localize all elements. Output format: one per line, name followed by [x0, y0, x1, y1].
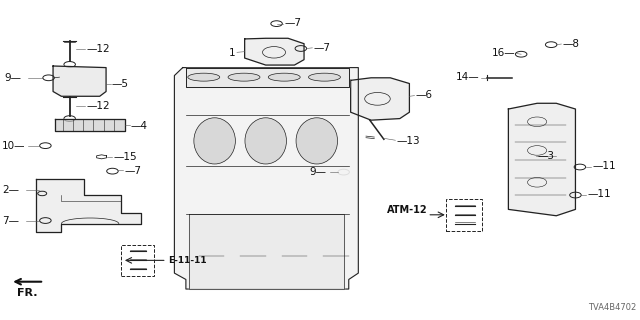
Ellipse shape: [228, 73, 260, 81]
Text: 14—: 14—: [456, 72, 479, 82]
Polygon shape: [351, 78, 410, 120]
Ellipse shape: [194, 118, 236, 164]
Text: —3: —3: [537, 150, 554, 161]
Polygon shape: [55, 119, 125, 131]
Text: —11: —11: [592, 161, 616, 172]
Text: —7: —7: [125, 166, 141, 176]
Polygon shape: [53, 66, 106, 96]
Polygon shape: [186, 68, 349, 87]
Text: —7: —7: [314, 43, 331, 52]
Polygon shape: [189, 214, 344, 289]
Text: 2—: 2—: [2, 185, 19, 195]
Text: 1: 1: [229, 48, 236, 58]
Ellipse shape: [308, 73, 340, 81]
Text: —12: —12: [86, 44, 110, 54]
Ellipse shape: [268, 73, 300, 81]
Text: —8: —8: [563, 39, 580, 49]
Text: —5: —5: [112, 79, 129, 89]
Ellipse shape: [296, 118, 337, 164]
Text: 9—: 9—: [309, 167, 326, 177]
Polygon shape: [244, 38, 304, 65]
Text: —7: —7: [284, 18, 301, 28]
Ellipse shape: [188, 73, 220, 81]
Text: 10—: 10—: [2, 141, 26, 151]
Text: 9—: 9—: [4, 73, 21, 83]
Polygon shape: [174, 68, 358, 289]
Text: —13: —13: [397, 136, 420, 146]
Text: —11: —11: [588, 189, 611, 199]
Polygon shape: [36, 179, 141, 232]
Text: —15: —15: [114, 152, 138, 163]
Text: TVA4B4702: TVA4B4702: [588, 303, 636, 312]
Text: FR.: FR.: [17, 288, 38, 298]
Text: —6: —6: [416, 90, 433, 100]
Text: 16—: 16—: [492, 48, 515, 58]
Text: 7—: 7—: [2, 216, 19, 226]
Text: E-11-11: E-11-11: [168, 256, 207, 265]
Ellipse shape: [245, 118, 287, 164]
Text: —12: —12: [86, 101, 110, 111]
Text: —4: —4: [131, 121, 148, 131]
Text: ATM-12: ATM-12: [387, 205, 428, 215]
Polygon shape: [508, 103, 575, 216]
